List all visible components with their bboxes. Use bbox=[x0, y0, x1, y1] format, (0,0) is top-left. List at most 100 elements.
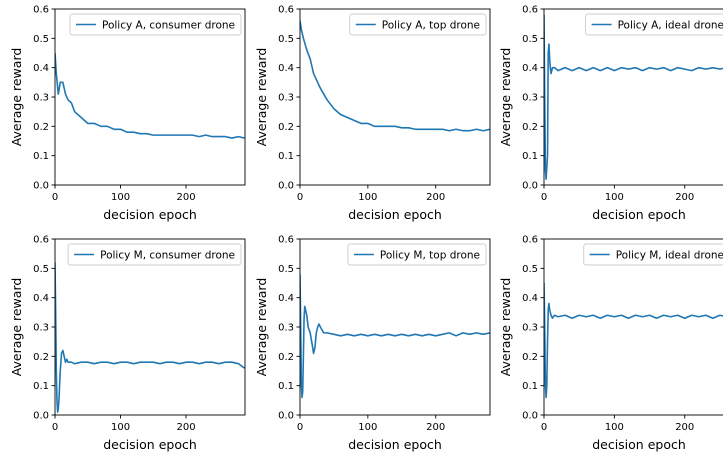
y-tick-label: 0.1 bbox=[522, 151, 538, 162]
legend-box bbox=[349, 13, 487, 36]
y-tick-label: 0.4 bbox=[522, 63, 538, 74]
subplot-4: 0 100 200 0.0 0.1 0.2 0.3 0.4 0.5 0.6 decision epo… bbox=[9, 235, 246, 452]
legend: Policy A, ideal drone bbox=[585, 13, 723, 36]
x-tick-label: 100 bbox=[111, 422, 130, 433]
y-tick-label: 0.6 bbox=[33, 5, 49, 16]
x-tick-label: 0 bbox=[52, 192, 58, 203]
y-tick-label: 0.2 bbox=[278, 122, 294, 133]
subplot-2: 0 100 200 0.0 0.1 0.2 0.3 0.4 0.5 0.6 decision epo… bbox=[254, 5, 491, 222]
x-axis-label: decision epoch bbox=[592, 207, 686, 222]
y-tick-label: 0.2 bbox=[33, 122, 49, 133]
y-tick-label: 0.3 bbox=[33, 323, 49, 334]
series-line-1 bbox=[55, 262, 245, 413]
y-tick-label: 0.3 bbox=[278, 93, 294, 104]
legend-box bbox=[69, 13, 242, 36]
legend-label: Policy M, top drone bbox=[380, 249, 480, 261]
x-axis-label: decision epoch bbox=[103, 437, 197, 452]
figure-root: 0 100 200 0.0 0.1 0.2 0.3 0.4 0.5 0.6 decision epo… bbox=[9, 5, 723, 452]
y-tick-label: 0.5 bbox=[522, 34, 538, 45]
x-tick-label: 100 bbox=[605, 422, 624, 433]
x-tick-label: 200 bbox=[176, 192, 195, 203]
x-tick-label: 0 bbox=[297, 422, 303, 433]
x-tick-label: 100 bbox=[358, 422, 377, 433]
y-tick-label: 0.3 bbox=[522, 323, 538, 334]
x-axis-label: decision epoch bbox=[348, 207, 442, 222]
y-tick-label: 0.3 bbox=[522, 93, 538, 104]
y-tick-label: 0.1 bbox=[33, 151, 49, 162]
y-tick-label: 0.1 bbox=[33, 381, 49, 392]
y-tick-label: 0.2 bbox=[33, 352, 49, 363]
legend: Policy M, consumer drone bbox=[67, 243, 242, 266]
series-line-1 bbox=[544, 14, 723, 180]
x-axis-label: decision epoch bbox=[103, 207, 197, 222]
x-tick-label: 200 bbox=[426, 422, 445, 433]
x-tick-label: 100 bbox=[111, 192, 130, 203]
subplot-6: 0 100 200 0.0 0.1 0.2 0.3 0.4 0.5 0.6 decision epo… bbox=[498, 235, 723, 452]
y-tick-label: 0.6 bbox=[522, 235, 538, 246]
y-tick-label: 0.5 bbox=[33, 264, 49, 275]
y-tick-label: 0.4 bbox=[33, 293, 49, 304]
x-tick-label: 100 bbox=[358, 192, 377, 203]
y-tick-label: 0.6 bbox=[278, 5, 294, 16]
y-tick-label: 0.5 bbox=[278, 34, 294, 45]
y-tick-label: 0.6 bbox=[522, 5, 538, 16]
legend-box bbox=[585, 13, 723, 36]
y-tick-label: 0.0 bbox=[278, 411, 294, 422]
y-axis-label: Average reward bbox=[498, 278, 513, 377]
x-tick-label: 200 bbox=[675, 192, 694, 203]
subplot-5: 0 100 200 0.0 0.1 0.2 0.3 0.4 0.5 0.6 decision epo… bbox=[254, 235, 491, 452]
y-tick-label: 0.5 bbox=[33, 34, 49, 45]
x-tick-label: 200 bbox=[176, 422, 195, 433]
y-tick-label: 0.6 bbox=[278, 235, 294, 246]
subplot-1: 0 100 200 0.0 0.1 0.2 0.3 0.4 0.5 0.6 decision epo… bbox=[9, 5, 246, 222]
y-tick-label: 0.5 bbox=[522, 264, 538, 275]
y-tick-label: 0.3 bbox=[278, 323, 294, 334]
legend: Policy M, ideal drone bbox=[583, 243, 723, 266]
y-tick-label: 0.5 bbox=[278, 264, 294, 275]
subplot-3: 0 100 200 0.0 0.1 0.2 0.3 0.4 0.5 0.6 decision epo… bbox=[498, 5, 723, 222]
y-tick-label: 0.2 bbox=[522, 352, 538, 363]
legend-label: Policy A, ideal drone bbox=[618, 19, 723, 31]
legend-label: Policy M, ideal drone bbox=[616, 249, 723, 261]
y-tick-label: 0.0 bbox=[522, 411, 538, 422]
x-tick-label: 100 bbox=[605, 192, 624, 203]
series-line-1 bbox=[55, 52, 245, 139]
x-tick-label: 0 bbox=[52, 422, 58, 433]
y-axis-label: Average reward bbox=[9, 48, 24, 147]
legend: Policy M, top drone bbox=[347, 243, 487, 266]
x-tick-label: 200 bbox=[675, 422, 694, 433]
y-tick-label: 0.0 bbox=[33, 181, 49, 192]
legend-label: Policy A, top drone bbox=[382, 19, 480, 31]
legend-label: Policy A, consumer drone bbox=[102, 19, 235, 31]
y-axis-label: Average reward bbox=[254, 48, 269, 147]
legend-box bbox=[347, 243, 487, 266]
y-tick-label: 0.0 bbox=[278, 181, 294, 192]
y-tick-label: 0.1 bbox=[278, 381, 294, 392]
y-tick-label: 0.0 bbox=[522, 181, 538, 192]
y-tick-label: 0.6 bbox=[33, 235, 49, 246]
y-axis-label: Average reward bbox=[254, 278, 269, 377]
y-tick-label: 0.1 bbox=[278, 151, 294, 162]
x-tick-label: 0 bbox=[541, 422, 547, 433]
y-tick-label: 0.1 bbox=[522, 381, 538, 392]
x-tick-label: 200 bbox=[426, 192, 445, 203]
legend-box bbox=[583, 243, 723, 266]
y-axis-label: Average reward bbox=[498, 48, 513, 147]
y-tick-label: 0.2 bbox=[522, 122, 538, 133]
x-tick-label: 0 bbox=[541, 192, 547, 203]
y-tick-label: 0.4 bbox=[522, 293, 538, 304]
y-tick-label: 0.4 bbox=[33, 63, 49, 74]
y-tick-label: 0.4 bbox=[278, 293, 294, 304]
x-tick-label: 0 bbox=[297, 192, 303, 203]
legend-box bbox=[67, 243, 242, 266]
x-axis-label: decision epoch bbox=[348, 437, 442, 452]
y-tick-label: 0.2 bbox=[278, 352, 294, 363]
legend: Policy A, consumer drone bbox=[69, 13, 242, 36]
series-line-1 bbox=[544, 282, 723, 399]
y-tick-label: 0.4 bbox=[278, 63, 294, 74]
y-axis-label: Average reward bbox=[9, 278, 24, 377]
y-tick-label: 0.0 bbox=[33, 411, 49, 422]
y-tick-label: 0.3 bbox=[33, 93, 49, 104]
series-line-1 bbox=[300, 20, 490, 132]
